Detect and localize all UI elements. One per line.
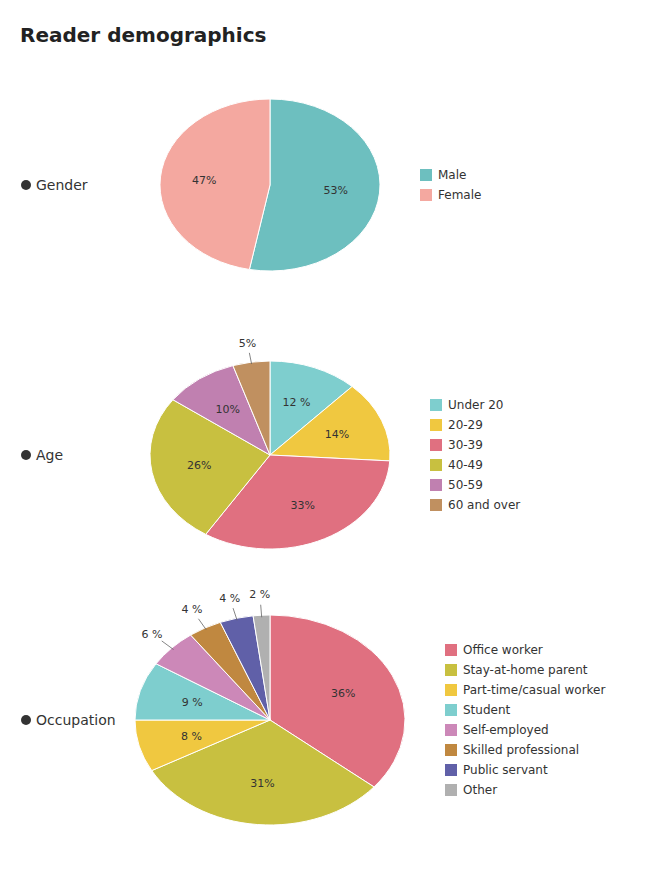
data-labels: 36% 31% 8 % 9 % 6 % 4 % 4 % 2 % <box>141 588 355 789</box>
pie-chart: Age 12 % 14% 33% 26% 10% 5% Under 20 20-29 30-39 4… <box>21 337 520 549</box>
chart-root: Reader demographics Gender 53% 47% Male Femal… <box>0 0 650 884</box>
slices <box>135 615 405 825</box>
legend-label: Female <box>438 188 481 202</box>
data-label: 4 % <box>219 592 240 605</box>
legend-swatch <box>430 439 442 451</box>
pie-slice <box>152 720 374 825</box>
legend-label: Stay-at-home parent <box>463 663 588 677</box>
legend-item: 50-59 <box>430 478 483 492</box>
legend-label: Part-time/casual worker <box>463 683 605 697</box>
data-label: 10% <box>215 403 239 416</box>
leader-line <box>233 608 237 620</box>
legend-swatch <box>445 704 457 716</box>
legend-label: 30-39 <box>448 438 483 452</box>
legend-label: Office worker <box>463 643 543 657</box>
leader-line <box>249 353 251 364</box>
legend-swatch <box>445 644 457 656</box>
legend-label: Under 20 <box>448 398 503 412</box>
legend-item: Part-time/casual worker <box>445 683 605 697</box>
pie-chart: Occupation 36% 31% 8 % 9 % 6 % 4 % 4 % 2 % Office… <box>21 588 605 825</box>
legend-item: Other <box>445 783 497 797</box>
legend-swatch <box>420 169 432 181</box>
legend-swatch <box>420 189 432 201</box>
legend: Male Female <box>420 168 481 202</box>
pie-slice <box>253 615 270 720</box>
legend-swatch <box>445 664 457 676</box>
title: Reader demographics <box>20 23 266 47</box>
legend-swatch <box>430 499 442 511</box>
section-bullet <box>21 715 31 725</box>
legend-label: Skilled professional <box>463 743 579 757</box>
pie-slice <box>160 99 270 269</box>
pie-chart: Gender 53% 47% Male Female <box>21 99 481 271</box>
pie-slice <box>135 720 270 771</box>
data-label: 53% <box>323 184 347 197</box>
legend: Office worker Stay-at-home parent Part-tim… <box>445 643 605 797</box>
legend-swatch <box>430 479 442 491</box>
slices <box>160 99 380 271</box>
pie-slice <box>270 386 390 460</box>
legend-item: 60 and over <box>430 498 520 512</box>
section-title: Age <box>36 447 63 463</box>
data-label: 36% <box>331 687 355 700</box>
legend-swatch <box>430 419 442 431</box>
legend-swatch <box>445 744 457 756</box>
data-label: 9 % <box>182 696 203 709</box>
data-label: 4 % <box>181 603 202 616</box>
legend-label: Male <box>438 168 466 182</box>
legend-item: Female <box>420 188 481 202</box>
legend-item: 30-39 <box>430 438 483 452</box>
leader-line <box>162 641 174 650</box>
section-bullet <box>21 180 31 190</box>
legend-item: Student <box>445 703 511 717</box>
legend-swatch <box>445 724 457 736</box>
data-label: 8 % <box>181 730 202 743</box>
legend-swatch <box>430 459 442 471</box>
slices <box>150 361 390 549</box>
legend-item: Stay-at-home parent <box>445 663 588 677</box>
data-label: 12 % <box>283 396 311 409</box>
data-label: 47% <box>192 174 216 187</box>
data-label: 6 % <box>141 628 162 641</box>
section-title: Gender <box>36 177 88 193</box>
legend-item: Office worker <box>445 643 543 657</box>
legend-swatch <box>445 784 457 796</box>
leader-line <box>198 619 206 630</box>
data-labels: 12 % 14% 33% 26% 10% 5% <box>187 337 349 512</box>
legend-swatch <box>445 684 457 696</box>
data-label: 14% <box>325 428 349 441</box>
data-label: 5% <box>239 337 256 350</box>
legend-item: 20-29 <box>430 418 483 432</box>
legend-item: Skilled professional <box>445 743 579 757</box>
pie-slice <box>220 616 270 720</box>
legend-label: Self-employed <box>463 723 549 737</box>
data-label: 26% <box>187 459 211 472</box>
legend-label: 60 and over <box>448 498 520 512</box>
legend-label: Student <box>463 703 511 717</box>
legend-item: Public servant <box>445 763 548 777</box>
data-label: 33% <box>290 499 314 512</box>
legend-label: 40-49 <box>448 458 483 472</box>
data-label: 2 % <box>249 588 270 601</box>
leader-line <box>261 605 262 618</box>
legend-label: Other <box>463 783 497 797</box>
legend-label: 20-29 <box>448 418 483 432</box>
section-title: Occupation <box>36 712 116 728</box>
legend: Under 20 20-29 30-39 40-49 50-59 60 and over <box>430 398 520 512</box>
legend-item: Male <box>420 168 466 182</box>
legend-swatch <box>430 399 442 411</box>
legend-item: Under 20 <box>430 398 503 412</box>
legend-item: 40-49 <box>430 458 483 472</box>
legend-item: Self-employed <box>445 723 549 737</box>
legend-label: 50-59 <box>448 478 483 492</box>
section-bullet <box>21 450 31 460</box>
legend-label: Public servant <box>463 763 548 777</box>
data-labels: 53% 47% <box>192 174 348 197</box>
legend-swatch <box>445 764 457 776</box>
data-label: 31% <box>250 777 274 790</box>
